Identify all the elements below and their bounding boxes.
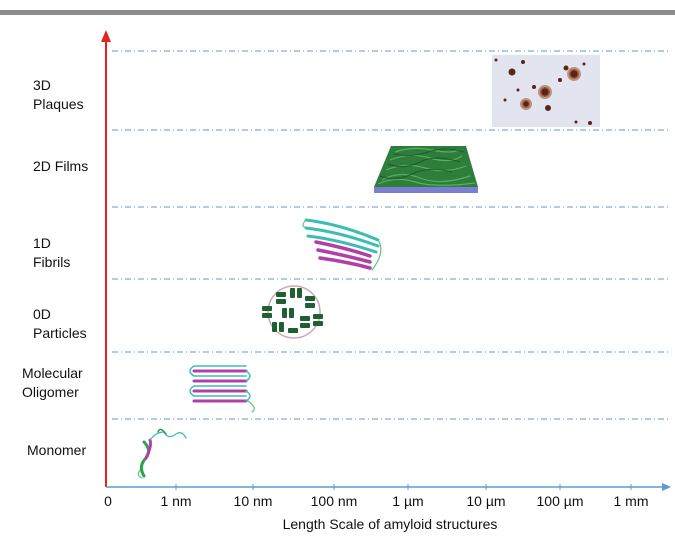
monomer-image [137,428,187,479]
row-label-particles: 0D Particles [33,305,87,343]
row-label-line: 0D [33,306,51,322]
x-tick-label: 100 µm [536,493,584,509]
y-axis-arrowhead [101,30,111,42]
row-label-films: 2D Films [33,157,88,176]
row-label-monomer: Monomer [27,441,86,460]
top-border-bar [0,10,675,15]
x-axis-arrowhead [662,483,671,491]
row-label-oligomer: Molecular Oligomer [22,364,83,402]
x-tick-label: 10 nm [233,493,273,509]
x-tick-label: 1 nm [160,493,192,509]
row-label-line: 3D [33,77,51,93]
row-dividers [112,50,668,420]
row-label-line: Oligomer [22,384,79,400]
x-axis-ticks [175,484,632,490]
row-label-line: 1D [33,235,51,251]
fibril-image [302,218,382,271]
row-label-line: Molecular [22,365,83,381]
row-label-line: Particles [33,325,87,341]
x-tick-label: 1 mm [613,493,649,509]
x-tick-label: 1 µm [392,493,424,509]
row-label-line: Monomer [27,442,87,458]
row-label-line: Fibrils [33,254,71,270]
plaques-image [492,55,600,127]
row-label-fibrils: 1D Fibrils [33,234,70,272]
row-label-line: 2D Films [33,158,89,174]
x-origin-label: 0 [104,493,112,509]
film-image [374,146,478,193]
x-axis-title: Length Scale of amyloid structures [282,516,498,532]
particle-image [262,285,323,339]
oligomer-image [189,365,255,413]
x-tick-label: 100 nm [310,493,358,509]
row-label-line: Plaques [33,96,84,112]
row-label-plaques: 3D Plaques [33,76,84,114]
x-tick-label: 10 µm [466,493,506,509]
